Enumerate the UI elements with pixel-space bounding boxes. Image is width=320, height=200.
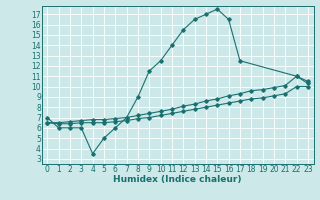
X-axis label: Humidex (Indice chaleur): Humidex (Indice chaleur) (113, 175, 242, 184)
